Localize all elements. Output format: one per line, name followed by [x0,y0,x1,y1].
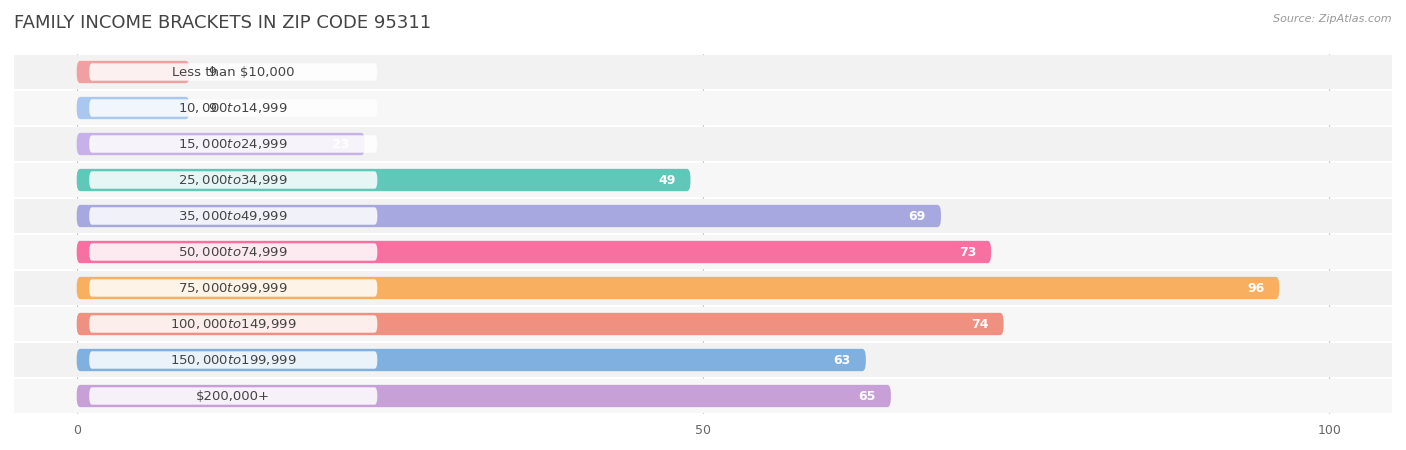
Text: $10,000 to $14,999: $10,000 to $14,999 [179,101,288,115]
FancyBboxPatch shape [89,99,377,117]
Bar [14,163,1392,197]
Text: Less than $10,000: Less than $10,000 [172,66,294,78]
Text: $100,000 to $149,999: $100,000 to $149,999 [170,317,297,331]
Bar [14,307,1392,341]
Text: $15,000 to $24,999: $15,000 to $24,999 [179,137,288,151]
FancyBboxPatch shape [89,279,377,297]
FancyBboxPatch shape [77,97,190,119]
FancyBboxPatch shape [77,61,190,83]
FancyBboxPatch shape [77,277,1279,299]
Bar [14,91,1392,125]
Text: FAMILY INCOME BRACKETS IN ZIP CODE 95311: FAMILY INCOME BRACKETS IN ZIP CODE 95311 [14,14,432,32]
FancyBboxPatch shape [77,241,991,263]
Text: 65: 65 [859,390,876,402]
FancyBboxPatch shape [89,207,377,225]
Text: 96: 96 [1247,282,1264,294]
FancyBboxPatch shape [77,205,941,227]
Text: $50,000 to $74,999: $50,000 to $74,999 [179,245,288,259]
FancyBboxPatch shape [89,315,377,333]
Text: $25,000 to $34,999: $25,000 to $34,999 [179,173,288,187]
FancyBboxPatch shape [77,385,891,407]
Text: $200,000+: $200,000+ [197,390,270,402]
Bar [14,199,1392,233]
Text: 73: 73 [959,246,976,258]
Text: 49: 49 [658,174,675,186]
Text: $75,000 to $99,999: $75,000 to $99,999 [179,281,288,295]
Bar [14,55,1392,89]
Text: $35,000 to $49,999: $35,000 to $49,999 [179,209,288,223]
Text: Source: ZipAtlas.com: Source: ZipAtlas.com [1274,14,1392,23]
Text: 9: 9 [208,66,217,78]
FancyBboxPatch shape [77,313,1004,335]
Text: 74: 74 [972,318,988,330]
Text: 69: 69 [908,210,927,222]
Text: $150,000 to $199,999: $150,000 to $199,999 [170,353,297,367]
Bar [14,343,1392,377]
Text: 9: 9 [208,102,217,114]
FancyBboxPatch shape [89,387,377,405]
FancyBboxPatch shape [89,135,377,153]
FancyBboxPatch shape [77,349,866,371]
FancyBboxPatch shape [77,133,364,155]
FancyBboxPatch shape [77,169,690,191]
FancyBboxPatch shape [89,351,377,369]
FancyBboxPatch shape [89,171,377,189]
Bar [14,271,1392,305]
FancyBboxPatch shape [89,243,377,261]
FancyBboxPatch shape [89,63,377,81]
Bar [14,235,1392,269]
Text: 23: 23 [332,138,350,150]
Bar [14,379,1392,413]
Bar [14,127,1392,161]
Text: 63: 63 [834,354,851,366]
